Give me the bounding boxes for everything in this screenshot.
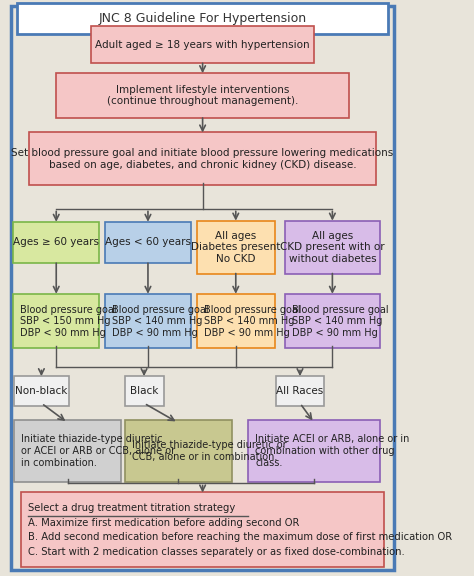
FancyBboxPatch shape [29,132,376,185]
Text: Non-black: Non-black [15,386,68,396]
Text: Initiate thiazide-type diuretic or
CCB, alone or in combination.: Initiate thiazide-type diuretic or CCB, … [132,440,286,462]
FancyBboxPatch shape [125,420,232,482]
FancyBboxPatch shape [248,420,380,482]
Text: Ages < 60 years: Ages < 60 years [105,237,191,248]
FancyBboxPatch shape [56,73,349,118]
FancyBboxPatch shape [197,294,275,348]
Text: A. Maximize first medication before adding second OR: A. Maximize first medication before addi… [28,518,300,528]
Text: All ages
Diabetes present
No CKD: All ages Diabetes present No CKD [191,230,281,264]
FancyBboxPatch shape [13,222,99,263]
FancyBboxPatch shape [125,376,164,406]
Text: Blood pressure goal
SBP < 150 mm Hg
DBP < 90 mm Hg: Blood pressure goal SBP < 150 mm Hg DBP … [20,305,117,338]
Text: All ages
CKD present with or
without diabetes: All ages CKD present with or without dia… [280,230,385,264]
Text: Adult aged ≥ 18 years with hypertension: Adult aged ≥ 18 years with hypertension [95,40,310,50]
FancyBboxPatch shape [17,3,388,34]
Text: Ages ≥ 60 years: Ages ≥ 60 years [13,237,99,248]
Text: Blood pressure goal
SBP < 140 mm Hg
DBP < 90 mm Hg: Blood pressure goal SBP < 140 mm Hg DBP … [204,305,301,338]
Text: Black: Black [130,386,158,396]
Text: Blood pressure goal
SBP < 140 mm Hg
DBP < 90 mm Hg: Blood pressure goal SBP < 140 mm Hg DBP … [112,305,209,338]
FancyBboxPatch shape [105,294,191,348]
Text: Initiate ACEI or ARB, alone or in
combination with other drug
class.: Initiate ACEI or ARB, alone or in combin… [255,434,410,468]
Text: B. Add second medication before reaching the maximum dose of first medication OR: B. Add second medication before reaching… [28,532,452,542]
Text: Implement lifestyle interventions
(continue throughout management).: Implement lifestyle interventions (conti… [107,85,298,107]
FancyBboxPatch shape [284,221,380,274]
Text: JNC 8 Guideline For Hypertension: JNC 8 Guideline For Hypertension [99,12,307,25]
FancyBboxPatch shape [21,492,384,567]
FancyBboxPatch shape [197,221,275,274]
Text: All Races: All Races [276,386,324,396]
Text: Set blood pressure goal and initiate blood pressure lowering medications
based o: Set blood pressure goal and initiate blo… [11,148,394,170]
Text: Select a drug treatment titration strategy: Select a drug treatment titration strate… [28,503,236,513]
FancyBboxPatch shape [14,376,69,406]
Text: Initiate thiazide-type diuretic
or ACEI or ARB or CCB, alone or
in combination.: Initiate thiazide-type diuretic or ACEI … [21,434,175,468]
Text: Blood pressure goal
SBP < 140 mm Hg
DBP < 90 mm Hg: Blood pressure goal SBP < 140 mm Hg DBP … [292,305,388,338]
FancyBboxPatch shape [105,222,191,263]
FancyBboxPatch shape [13,294,99,348]
FancyBboxPatch shape [91,26,314,63]
FancyBboxPatch shape [14,420,121,482]
Text: C. Start with 2 medication classes separately or as fixed dose-combination.: C. Start with 2 medication classes separ… [28,547,405,556]
FancyBboxPatch shape [275,376,324,406]
FancyBboxPatch shape [284,294,380,348]
